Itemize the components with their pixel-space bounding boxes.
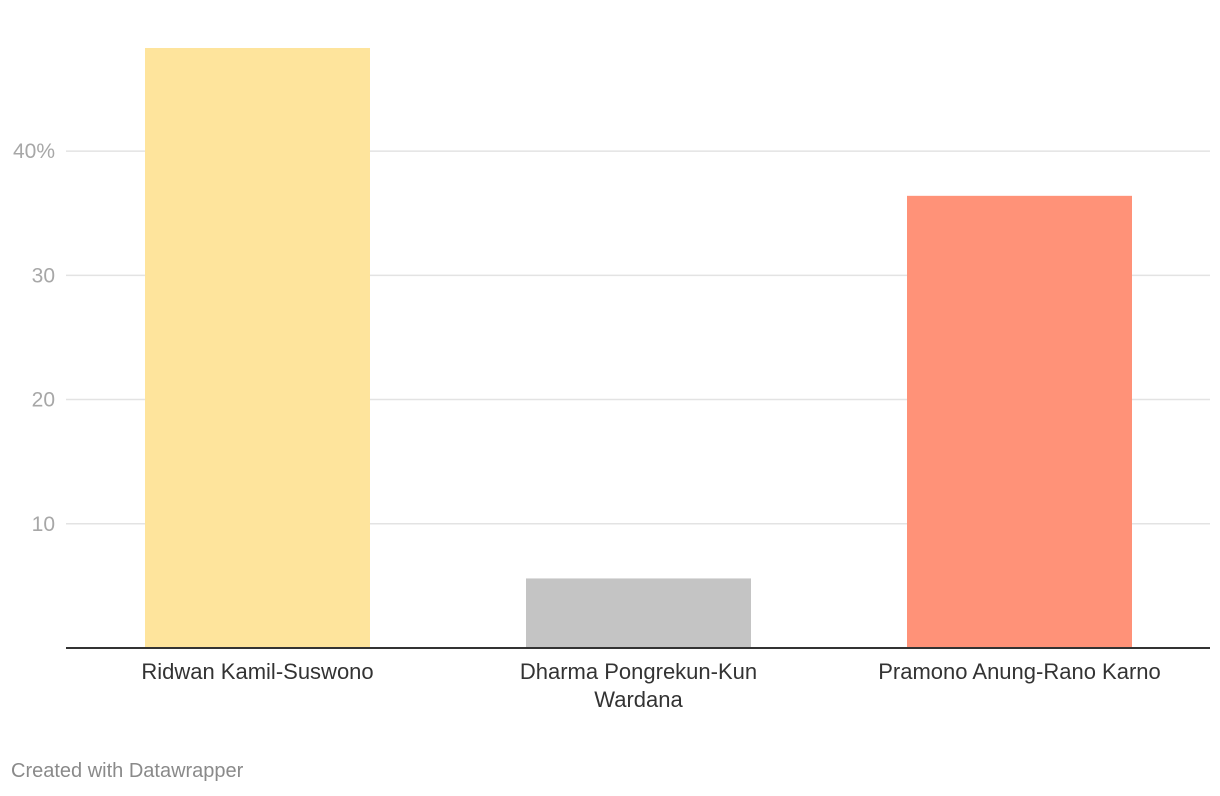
bar-2 (907, 195, 1132, 648)
y-tick-label: 40% (13, 140, 55, 163)
bars (145, 48, 1132, 648)
y-tick-label: 10 (32, 513, 55, 536)
category-label-line: Ridwan Kamil-Suswono (141, 659, 373, 684)
category-label-line: Wardana (594, 687, 683, 712)
category-labels: Ridwan Kamil-Suswono Dharma Pongrekun-Kun… (141, 659, 1160, 712)
y-tick-label: 20 (32, 389, 55, 412)
category-label: Dharma Pongrekun-Kun Wardana (520, 659, 757, 712)
category-label-line: Pramono Anung-Rano Karno (878, 659, 1161, 684)
bar-0 (145, 48, 370, 648)
category-label: Pramono Anung-Rano Karno (878, 659, 1161, 684)
bar-1 (526, 578, 751, 648)
credit-text: Created with Datawrapper (11, 760, 244, 782)
bar-chart: 10 20 30 40% Ridwan Kamil-Suswono Dharma Pon… (13, 48, 1210, 712)
category-label-line: Dharma Pongrekun-Kun (520, 659, 757, 684)
category-label: Ridwan Kamil-Suswono (141, 659, 373, 684)
y-tick-label: 30 (32, 264, 55, 287)
